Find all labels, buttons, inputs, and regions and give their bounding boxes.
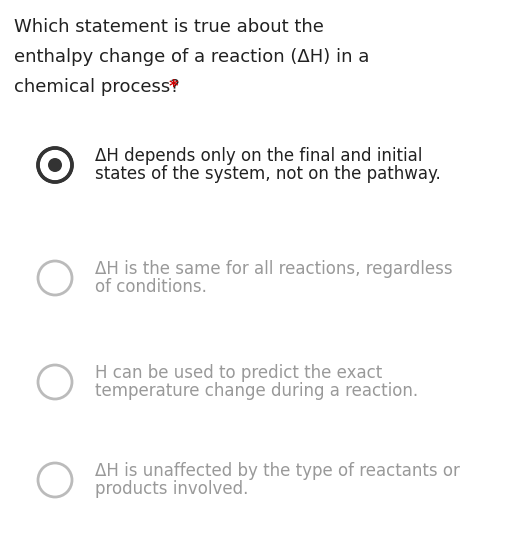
Text: products involved.: products involved. — [95, 480, 248, 498]
Text: enthalpy change of a reaction (ΔH) in a: enthalpy change of a reaction (ΔH) in a — [14, 48, 369, 66]
Circle shape — [41, 151, 69, 179]
Text: ΔH depends only on the final and initial: ΔH depends only on the final and initial — [95, 147, 422, 165]
Text: temperature change during a reaction.: temperature change during a reaction. — [95, 382, 418, 400]
Text: ΔH is the same for all reactions, regardless: ΔH is the same for all reactions, regard… — [95, 260, 452, 278]
Text: *: * — [169, 78, 178, 96]
Text: Which statement is true about the: Which statement is true about the — [14, 18, 324, 36]
Text: ΔH is unaffected by the type of reactants or: ΔH is unaffected by the type of reactant… — [95, 462, 460, 479]
Circle shape — [48, 158, 62, 172]
Text: states of the system, not on the pathway.: states of the system, not on the pathway… — [95, 165, 441, 183]
Text: H can be used to predict the exact: H can be used to predict the exact — [95, 364, 382, 382]
Text: chemical process?: chemical process? — [14, 78, 186, 96]
Text: of conditions.: of conditions. — [95, 278, 207, 296]
